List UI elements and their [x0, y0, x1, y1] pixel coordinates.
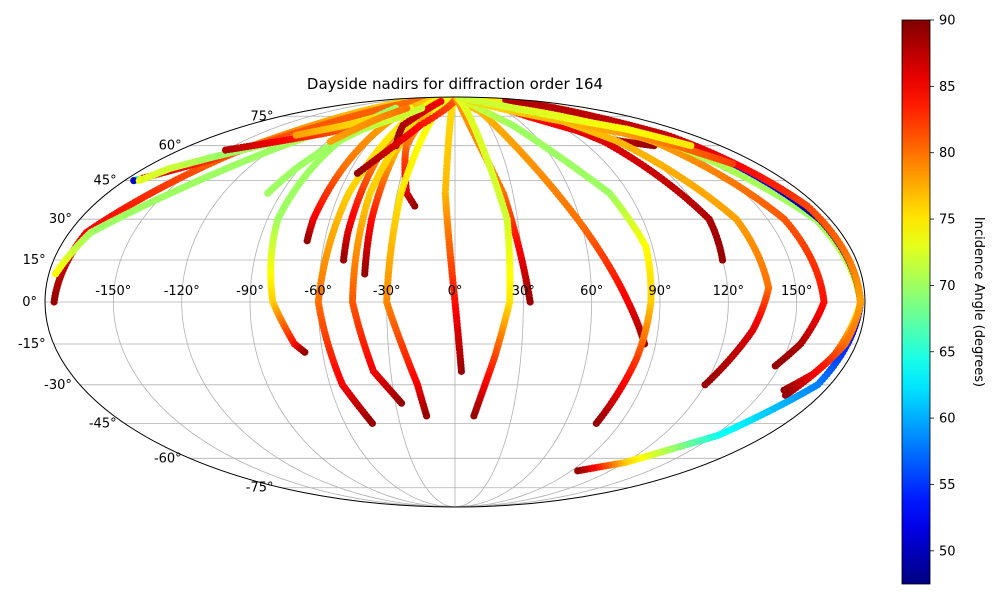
- lat-tick-label: -45°: [89, 416, 117, 431]
- lon-tick-label: 60°: [580, 284, 603, 299]
- data-point: [718, 256, 727, 264]
- data-point: [397, 399, 406, 407]
- data-point: [326, 137, 334, 146]
- chart-title: Dayside nadirs for diffraction order 164: [307, 75, 603, 93]
- lat-tick-label: 15°: [23, 253, 46, 268]
- data-point: [368, 419, 376, 427]
- lat-tick-label: 75°: [250, 109, 273, 124]
- meridian-line: [454, 96, 661, 508]
- lon-tick-label: 150°: [781, 284, 812, 299]
- data-point: [457, 367, 466, 375]
- colorbar-tick-label: 55: [939, 478, 956, 493]
- colorbar-tick-label: 70: [939, 279, 956, 294]
- data-point: [574, 467, 582, 475]
- lon-tick-label: -30°: [373, 284, 401, 299]
- lon-tick-label: 30°: [512, 284, 535, 299]
- lat-tick-label: -30°: [44, 378, 72, 393]
- lon-tick-label: -120°: [164, 284, 200, 299]
- colorbar-bar: [901, 19, 931, 585]
- colorbar-tick-label: 60: [939, 412, 956, 427]
- data-point: [526, 298, 534, 306]
- data-points: [50, 97, 865, 475]
- meridian-line: [454, 96, 524, 508]
- data-point: [771, 362, 779, 370]
- data-point: [130, 177, 138, 185]
- lon-tick-label: -150°: [95, 284, 131, 299]
- longitude-tick-labels: -150° -120° -90° -60° -30° 0° 30° 60° 90° 120° 150…: [95, 284, 812, 299]
- lat-tick-label: -60°: [154, 451, 182, 466]
- lon-tick-label: 90°: [648, 284, 671, 299]
- colorbar-tick-label: 65: [939, 345, 956, 360]
- data-point: [470, 412, 478, 420]
- colorbar-tick-label: 75: [939, 213, 956, 228]
- data-point: [592, 419, 600, 427]
- lon-tick-label: -60°: [304, 284, 332, 299]
- colorbar: 50 55 60 65 70 75 80 85 90 Incidence Angle (degr…: [901, 14, 986, 585]
- data-point: [411, 202, 419, 210]
- lat-tick-label: 0°: [22, 295, 37, 310]
- lat-tick-label: 30°: [49, 212, 72, 227]
- data-point: [50, 298, 58, 306]
- colorbar-tick-label: 90: [939, 14, 956, 29]
- lat-tick-label: 45°: [94, 174, 117, 189]
- colorbar-tick-label: 80: [939, 146, 956, 161]
- data-point: [353, 169, 362, 177]
- data-point: [264, 189, 272, 197]
- data-point: [780, 386, 788, 394]
- data-point: [52, 270, 60, 278]
- lat-tick-label: 60°: [159, 139, 182, 154]
- lon-tick-label: 120°: [713, 284, 744, 299]
- data-point: [687, 142, 695, 150]
- colorbar-ticks: 50 55 60 65 70 75 80 85 90: [930, 14, 956, 559]
- data-point: [303, 237, 311, 245]
- colorbar-tick-label: 50: [939, 544, 956, 559]
- data-point: [301, 348, 309, 356]
- lat-tick-label: -75°: [246, 481, 274, 496]
- data-point: [339, 256, 348, 264]
- colorbar-tick-label: 85: [939, 80, 956, 95]
- data-point: [728, 160, 737, 168]
- lon-tick-label: 0°: [448, 284, 463, 299]
- lat-tick-label: -15°: [18, 337, 46, 352]
- data-point: [422, 412, 431, 420]
- lon-tick-label: -90°: [236, 284, 264, 299]
- data-point: [701, 381, 709, 389]
- colorbar-label: Incidence Angle (degrees): [971, 217, 986, 387]
- data-point: [361, 270, 369, 278]
- meridian-line: [249, 96, 456, 508]
